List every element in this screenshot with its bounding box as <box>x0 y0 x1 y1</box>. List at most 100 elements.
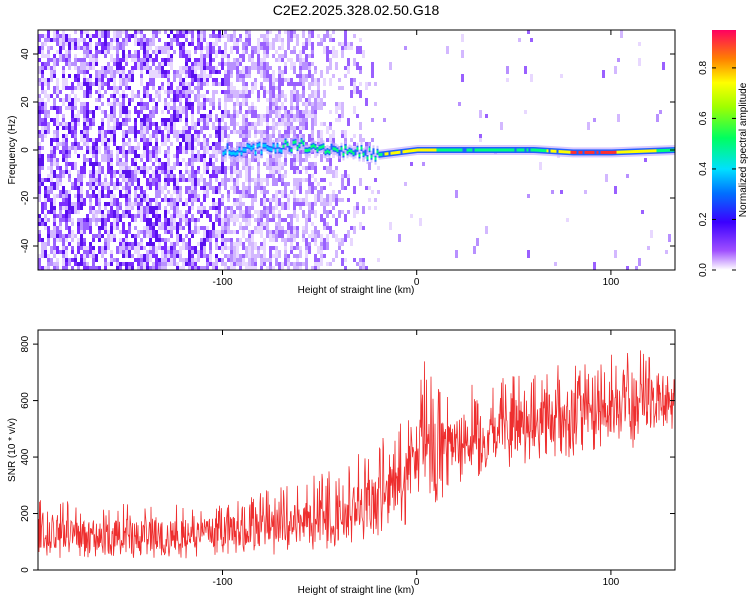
spectrogram-cell <box>323 198 326 206</box>
spectrogram-cell <box>179 30 182 38</box>
spectrogram-cell <box>161 142 164 146</box>
spectrogram-cell <box>272 82 275 86</box>
spectrogram-cell <box>308 102 311 106</box>
spectrogram-cell <box>275 202 278 210</box>
spectrogram-cell <box>59 182 62 186</box>
spectrogram-cell <box>371 62 374 70</box>
spectrogram-cell <box>200 78 203 82</box>
spectrogram-xtick-label: -100 <box>212 277 232 288</box>
spectrogram-cell <box>182 70 185 74</box>
snr-ytick-label: 600 <box>20 392 31 409</box>
spectrogram-cell <box>74 210 77 214</box>
spectrogram-cell <box>86 250 89 258</box>
spectrogram-cell <box>338 86 341 90</box>
spectrogram-cell <box>209 46 212 54</box>
spectrogram-cell <box>419 218 422 226</box>
ridge-core <box>494 148 497 152</box>
spectrogram-cell <box>41 50 44 58</box>
spectrogram-cell <box>134 218 137 222</box>
spectrogram-cell <box>284 110 287 114</box>
spectrogram-cell <box>50 186 53 194</box>
spectrogram-cell <box>284 238 287 246</box>
spectrogram-cell <box>320 130 323 138</box>
spectrogram-cell <box>218 50 221 54</box>
spectrogram-cell <box>281 262 284 270</box>
spectrogram-cell <box>230 166 233 174</box>
spectrogram-cell <box>53 214 56 218</box>
spectrogram-cell <box>230 186 233 190</box>
spectrogram-cell <box>308 234 311 238</box>
spectrogram-cell <box>53 210 56 214</box>
spectrogram-cell <box>71 266 74 270</box>
spectrogram-cell <box>92 246 95 250</box>
spectrogram-cell <box>68 62 71 66</box>
spectrogram-cell <box>197 170 200 174</box>
spectrogram-cell <box>77 142 80 150</box>
spectrogram-cell <box>191 202 194 206</box>
ridge-core <box>584 150 587 154</box>
spectrogram-cell <box>125 262 128 270</box>
spectrogram-cell <box>290 38 293 42</box>
spectrogram-cell <box>215 90 218 94</box>
spectrogram-cell <box>215 50 218 58</box>
spectrogram-cell <box>296 154 299 162</box>
spectrogram-cell <box>272 162 275 166</box>
ridge-core <box>322 144 325 148</box>
spectrogram-cell <box>104 150 107 154</box>
spectrogram-cell <box>167 210 170 214</box>
spectrogram-cell <box>104 250 107 254</box>
spectrogram-cell <box>260 198 263 206</box>
spectrogram-cell <box>38 66 41 74</box>
spectrogram-cell <box>38 254 41 258</box>
spectrogram-cell <box>62 258 65 266</box>
ridge-core <box>276 144 279 148</box>
ridge-core <box>618 150 621 154</box>
spectrogram-cell <box>359 82 362 86</box>
spectrogram-cell <box>95 70 98 78</box>
spectrogram-cell <box>212 46 215 54</box>
spectrogram-cell <box>188 58 191 62</box>
spectrogram-cell <box>359 70 362 74</box>
spectrogram-cell <box>143 254 146 262</box>
spectrogram-cell <box>155 210 158 214</box>
spectrogram-cell <box>218 70 221 74</box>
spectrogram-cell <box>161 238 164 242</box>
spectrogram-cell <box>290 250 293 254</box>
spectrogram-cell <box>47 266 50 270</box>
spectrogram-cell <box>131 246 134 250</box>
spectrogram-cell <box>194 198 197 202</box>
spectrogram-cell <box>239 78 242 82</box>
ridge-core <box>662 148 665 152</box>
spectrogram-cell <box>113 78 116 86</box>
spectrogram-cell <box>200 66 203 74</box>
spectrogram-cell <box>260 266 263 270</box>
spectrogram-cell <box>53 266 56 270</box>
spectrogram-cell <box>326 66 329 74</box>
spectrogram-cell <box>311 106 314 114</box>
spectrogram-cell <box>134 202 137 206</box>
spectrogram-cell <box>134 190 137 194</box>
spectrogram-cell <box>50 230 53 238</box>
spectrogram-cell <box>305 262 308 270</box>
spectrogram-cell <box>275 34 278 38</box>
spectrogram-cell <box>326 166 329 174</box>
spectrogram-cell <box>173 186 176 190</box>
ridge-core <box>550 149 553 153</box>
spectrogram-cell <box>65 134 68 138</box>
spectrogram-cell <box>38 114 41 122</box>
spectrogram-cell <box>152 130 155 138</box>
spectrogram-cell <box>143 198 146 202</box>
spectrogram-cell <box>167 122 170 130</box>
spectrogram-cell <box>116 154 119 162</box>
spectrogram-cell <box>320 258 323 266</box>
spectrogram-cell <box>116 182 119 186</box>
spectrogram-cell <box>152 98 155 102</box>
spectrogram-cell <box>209 162 212 166</box>
spectrogram-cell <box>218 230 221 238</box>
ridge-core <box>356 147 359 151</box>
spectrogram-cell <box>77 210 80 214</box>
spectrogram-cell <box>101 222 104 230</box>
spectrogram-cell <box>149 206 152 214</box>
spectrogram-cell <box>119 78 122 86</box>
spectrogram-cell <box>236 90 239 94</box>
